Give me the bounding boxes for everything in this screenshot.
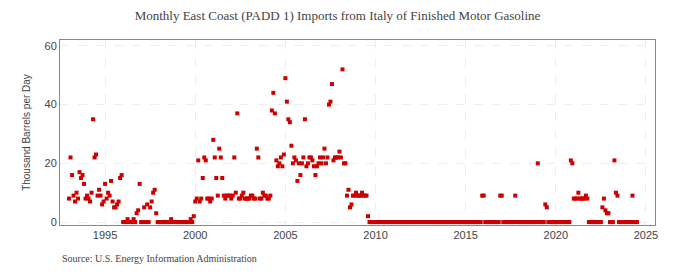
svg-text:2025: 2025 (634, 229, 658, 241)
svg-text:60: 60 (45, 40, 57, 52)
svg-text:20: 20 (45, 157, 57, 169)
svg-text:0: 0 (51, 216, 57, 228)
svg-text:Thousand Barrels per Day: Thousand Barrels per Day (21, 74, 32, 191)
svg-text:2005: 2005 (273, 229, 297, 241)
svg-text:2000: 2000 (183, 229, 207, 241)
svg-text:40: 40 (45, 98, 57, 110)
svg-text:2015: 2015 (453, 229, 477, 241)
svg-text:1995: 1995 (93, 229, 117, 241)
svg-text:2010: 2010 (363, 229, 387, 241)
svg-text:2020: 2020 (544, 229, 568, 241)
svg-text:Monthly East Coast (PADD 1) Im: Monthly East Coast (PADD 1) Imports from… (135, 8, 541, 23)
svg-text:Source: U.S. Energy Informatio: Source: U.S. Energy Information Administ… (62, 253, 257, 264)
